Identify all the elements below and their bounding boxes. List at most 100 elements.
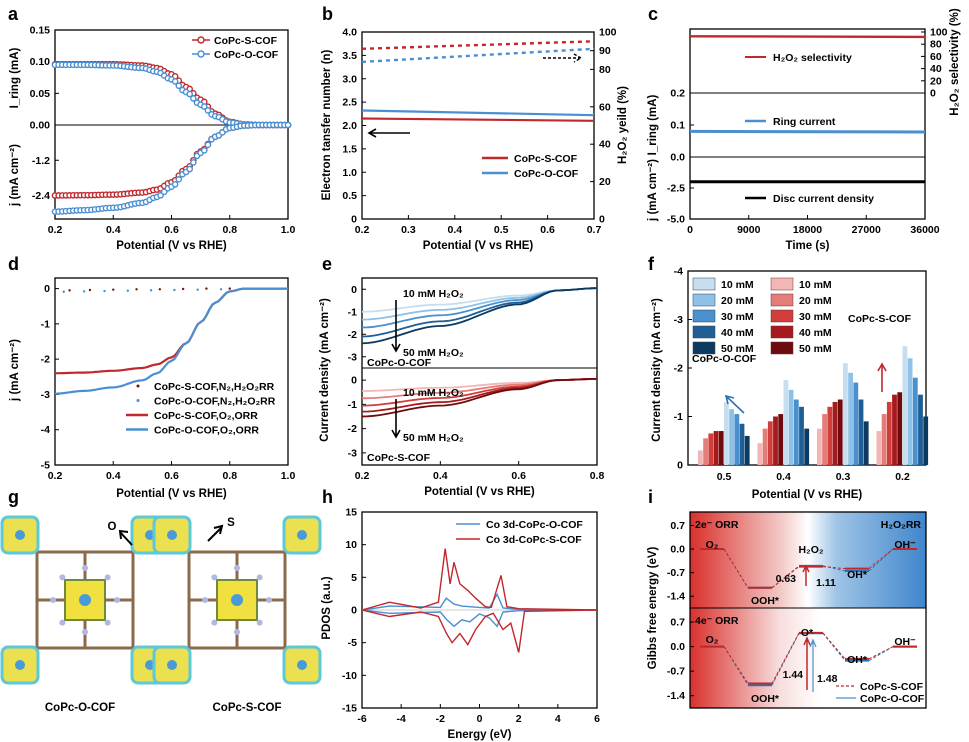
x-axis-label: Potential (V vs RHE) — [424, 486, 535, 498]
legend-label: 20 mM — [721, 295, 754, 307]
y-tick-label: -1 — [674, 411, 683, 423]
nitrogen-atom — [59, 574, 66, 581]
y-tick-label: 0.2 — [670, 88, 685, 100]
y-axis-label-bottom: j (mA cm⁻²) — [647, 159, 659, 222]
nitrogen-atom — [211, 574, 218, 581]
data-point — [82, 290, 86, 293]
arrow-s — [877, 362, 887, 392]
nitrogen-atom — [234, 629, 240, 635]
legend-marker — [197, 36, 205, 44]
data-point — [190, 159, 197, 166]
structure-s-cof — [152, 515, 322, 685]
legend-label: CoPc-S-COF — [860, 681, 924, 693]
legend-label: Disc current density — [773, 193, 874, 205]
x-tick-label: 27000 — [852, 224, 881, 236]
bar — [744, 435, 750, 465]
x-tick-label: -6 — [357, 713, 366, 725]
bar — [817, 428, 822, 465]
species-bottom: OH⁻ — [894, 636, 916, 648]
legend-label: 40 mM — [799, 327, 832, 339]
nitrogen-atom — [202, 597, 208, 603]
series-yield-line — [361, 47, 595, 64]
bar — [863, 421, 869, 465]
corner-atom — [167, 530, 177, 540]
x-tick-label: 0.3 — [401, 224, 416, 236]
bg-2e — [690, 512, 926, 608]
top-name: CoPc-O-COF — [367, 357, 432, 369]
x-tick-label: 0 — [687, 224, 693, 236]
legend-swatch — [770, 309, 794, 323]
bar — [767, 421, 773, 465]
y-tick-label: -5 — [348, 637, 357, 649]
panel-label-i: i — [648, 487, 653, 507]
y-tick-label: 0.7 — [670, 617, 685, 629]
arrow-left — [367, 128, 410, 138]
label-low-bottom: 10 mM H₂O₂ — [403, 387, 464, 399]
y-tick-label: -2 — [348, 423, 357, 435]
bar — [729, 409, 734, 465]
y-tick-label: 0.00 — [30, 120, 51, 132]
arrow-top-red — [802, 564, 810, 586]
species-bottom: O* — [801, 627, 814, 639]
top-series-line — [361, 287, 598, 345]
y-tick-label: -15 — [342, 703, 357, 715]
legend-label: 10 mM — [721, 279, 754, 291]
chart-a: 0.2 0.4 0.6 0.8 1.0 0.15 0.10 0.05 0.00 -1.2 -2.4 P… — [9, 25, 295, 253]
x-axis-label: Time (s) — [786, 240, 830, 252]
y-tick-label: 2.0 — [342, 120, 357, 132]
pdos-down — [361, 609, 598, 628]
x-axis-label: Potential (V vs RHE) — [423, 240, 534, 252]
bar — [724, 401, 729, 465]
x-tick-label: 0.4 — [447, 224, 462, 236]
bottom-series-line — [361, 378, 598, 418]
bottom-series-line — [361, 378, 598, 407]
y-tick-label: 10 — [345, 539, 357, 551]
y-tick-label: -1.4 — [667, 591, 685, 603]
y-tick-label: 0.05 — [30, 88, 51, 100]
x-tick-label: 0.8 — [222, 470, 237, 482]
bar — [892, 394, 897, 465]
legend-label: 30 mM — [799, 311, 832, 323]
x-tick-label: 1.0 — [281, 224, 296, 236]
nitrogen-atom — [82, 565, 88, 571]
series-label-s: CoPc-S-COF — [848, 313, 912, 325]
y-tick-label: -10 — [342, 670, 357, 682]
x-tick-label: 2 — [516, 713, 522, 725]
bottom-s-connector — [723, 632, 894, 684]
data-point — [219, 288, 223, 291]
legend-swatch — [770, 293, 794, 307]
data-point — [200, 103, 208, 110]
legend-label: 50 mM — [721, 343, 754, 355]
y-tick-label: 0 — [44, 283, 50, 295]
y-tick-label: 5 — [351, 572, 357, 584]
y-tick-label: -4 — [41, 424, 50, 436]
legend-label: 20 mM — [799, 295, 832, 307]
corner-bond — [187, 550, 192, 555]
series-disc-line — [54, 124, 288, 213]
corner-atom — [15, 530, 25, 540]
y-tick-label: -3 — [348, 351, 357, 363]
bg-4e — [690, 608, 926, 708]
corner-bond — [282, 550, 287, 555]
y-tick-label: 60 — [599, 101, 611, 113]
y-tick-label: -5.0 — [667, 214, 685, 226]
y-tick-label: 40 — [599, 139, 611, 151]
x-tick-label: 0.8 — [222, 224, 237, 236]
corner-bond — [130, 645, 135, 650]
structure-name-o: CoPc-O-COF — [45, 702, 115, 714]
y-tick-label: -2 — [674, 363, 683, 375]
bar — [907, 358, 913, 465]
chart-i: 0.7 0.0 -0.7 -1.4 0.7 0.0 -0.7 -1.4 Gibbs free e… — [647, 511, 927, 709]
x-tick-label: 0.7 — [587, 224, 602, 236]
species-top: H₂O₂ — [798, 544, 823, 556]
y-tick-label: -3 — [41, 389, 50, 401]
y-tick-label: -0.7 — [667, 567, 685, 579]
y-tick-label: -1 — [348, 399, 357, 411]
data-point — [284, 121, 292, 129]
bar — [923, 416, 929, 465]
label-high-top: 50 mM H₂O₂ — [403, 347, 464, 359]
pdos-down — [361, 609, 598, 653]
y-tick-label: 100 — [930, 27, 948, 39]
bar — [881, 414, 887, 465]
